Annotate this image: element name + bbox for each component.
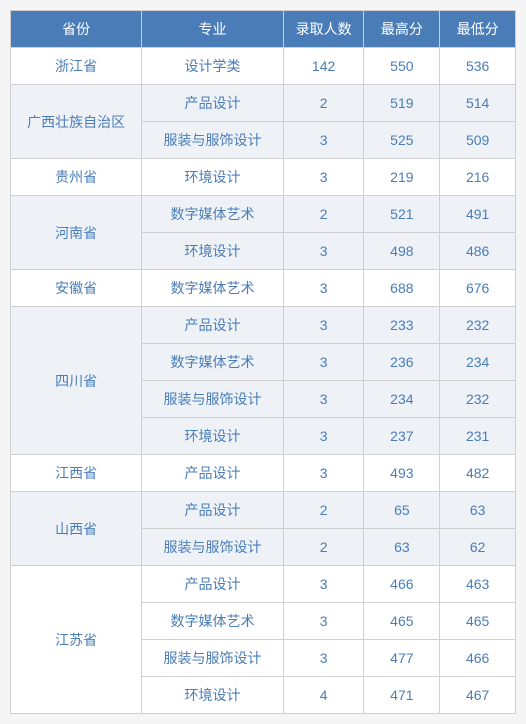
cell-high: 498	[364, 233, 440, 270]
cell-count: 2	[283, 85, 364, 122]
cell-count: 3	[283, 640, 364, 677]
header-major: 专业	[142, 11, 283, 48]
cell-high: 236	[364, 344, 440, 381]
header-high: 最高分	[364, 11, 440, 48]
cell-low: 509	[440, 122, 516, 159]
cell-major: 产品设计	[142, 85, 283, 122]
cell-major: 数字媒体艺术	[142, 196, 283, 233]
cell-count: 3	[283, 381, 364, 418]
cell-count: 3	[283, 344, 364, 381]
cell-low: 514	[440, 85, 516, 122]
cell-count: 2	[283, 529, 364, 566]
cell-high: 65	[364, 492, 440, 529]
table-row: 贵州省环境设计3219216	[11, 159, 516, 196]
table-body: 浙江省设计学类142550536广西壮族自治区产品设计2519514服装与服饰设…	[11, 48, 516, 714]
cell-low: 234	[440, 344, 516, 381]
header-count: 录取人数	[283, 11, 364, 48]
cell-low: 232	[440, 381, 516, 418]
cell-count: 3	[283, 566, 364, 603]
cell-province: 安徽省	[11, 270, 142, 307]
cell-major: 服装与服饰设计	[142, 640, 283, 677]
cell-low: 63	[440, 492, 516, 529]
cell-major: 环境设计	[142, 677, 283, 714]
cell-high: 466	[364, 566, 440, 603]
table-row: 山西省产品设计26563	[11, 492, 516, 529]
cell-count: 3	[283, 270, 364, 307]
table-header-row: 省份 专业 录取人数 最高分 最低分	[11, 11, 516, 48]
cell-major: 数字媒体艺术	[142, 270, 283, 307]
cell-high: 525	[364, 122, 440, 159]
cell-count: 3	[283, 159, 364, 196]
table-row: 四川省产品设计3233232	[11, 307, 516, 344]
cell-major: 服装与服饰设计	[142, 122, 283, 159]
cell-count: 2	[283, 196, 364, 233]
cell-low: 466	[440, 640, 516, 677]
cell-low: 465	[440, 603, 516, 640]
cell-high: 219	[364, 159, 440, 196]
cell-major: 数字媒体艺术	[142, 603, 283, 640]
cell-high: 521	[364, 196, 440, 233]
admissions-table: 省份 专业 录取人数 最高分 最低分 浙江省设计学类142550536广西壮族自…	[10, 10, 516, 714]
cell-count: 3	[283, 122, 364, 159]
header-province: 省份	[11, 11, 142, 48]
cell-high: 471	[364, 677, 440, 714]
cell-low: 491	[440, 196, 516, 233]
cell-high: 477	[364, 640, 440, 677]
cell-low: 231	[440, 418, 516, 455]
cell-high: 519	[364, 85, 440, 122]
cell-count: 3	[283, 418, 364, 455]
table-row: 浙江省设计学类142550536	[11, 48, 516, 85]
cell-major: 产品设计	[142, 307, 283, 344]
cell-count: 4	[283, 677, 364, 714]
cell-low: 467	[440, 677, 516, 714]
cell-high: 63	[364, 529, 440, 566]
cell-major: 环境设计	[142, 418, 283, 455]
cell-province: 江西省	[11, 455, 142, 492]
cell-low: 486	[440, 233, 516, 270]
cell-major: 环境设计	[142, 159, 283, 196]
cell-province: 山西省	[11, 492, 142, 566]
header-low: 最低分	[440, 11, 516, 48]
cell-major: 产品设计	[142, 566, 283, 603]
cell-count: 3	[283, 603, 364, 640]
cell-high: 688	[364, 270, 440, 307]
cell-count: 142	[283, 48, 364, 85]
cell-low: 62	[440, 529, 516, 566]
table-row: 河南省数字媒体艺术2521491	[11, 196, 516, 233]
cell-major: 设计学类	[142, 48, 283, 85]
cell-low: 232	[440, 307, 516, 344]
cell-low: 463	[440, 566, 516, 603]
table-row: 安徽省数字媒体艺术3688676	[11, 270, 516, 307]
cell-high: 234	[364, 381, 440, 418]
cell-low: 676	[440, 270, 516, 307]
cell-province: 四川省	[11, 307, 142, 455]
cell-high: 493	[364, 455, 440, 492]
cell-low: 482	[440, 455, 516, 492]
cell-low: 536	[440, 48, 516, 85]
cell-low: 216	[440, 159, 516, 196]
cell-major: 服装与服饰设计	[142, 529, 283, 566]
cell-high: 465	[364, 603, 440, 640]
table-row: 江苏省产品设计3466463	[11, 566, 516, 603]
cell-major: 服装与服饰设计	[142, 381, 283, 418]
cell-province: 浙江省	[11, 48, 142, 85]
admissions-table-container: 省份 专业 录取人数 最高分 最低分 浙江省设计学类142550536广西壮族自…	[10, 10, 516, 714]
cell-major: 数字媒体艺术	[142, 344, 283, 381]
cell-province: 广西壮族自治区	[11, 85, 142, 159]
cell-high: 237	[364, 418, 440, 455]
cell-province: 贵州省	[11, 159, 142, 196]
cell-high: 233	[364, 307, 440, 344]
cell-province: 河南省	[11, 196, 142, 270]
cell-high: 550	[364, 48, 440, 85]
cell-count: 3	[283, 455, 364, 492]
cell-major: 环境设计	[142, 233, 283, 270]
cell-count: 2	[283, 492, 364, 529]
table-row: 广西壮族自治区产品设计2519514	[11, 85, 516, 122]
cell-count: 3	[283, 233, 364, 270]
cell-province: 江苏省	[11, 566, 142, 714]
table-row: 江西省产品设计3493482	[11, 455, 516, 492]
cell-major: 产品设计	[142, 455, 283, 492]
cell-major: 产品设计	[142, 492, 283, 529]
cell-count: 3	[283, 307, 364, 344]
